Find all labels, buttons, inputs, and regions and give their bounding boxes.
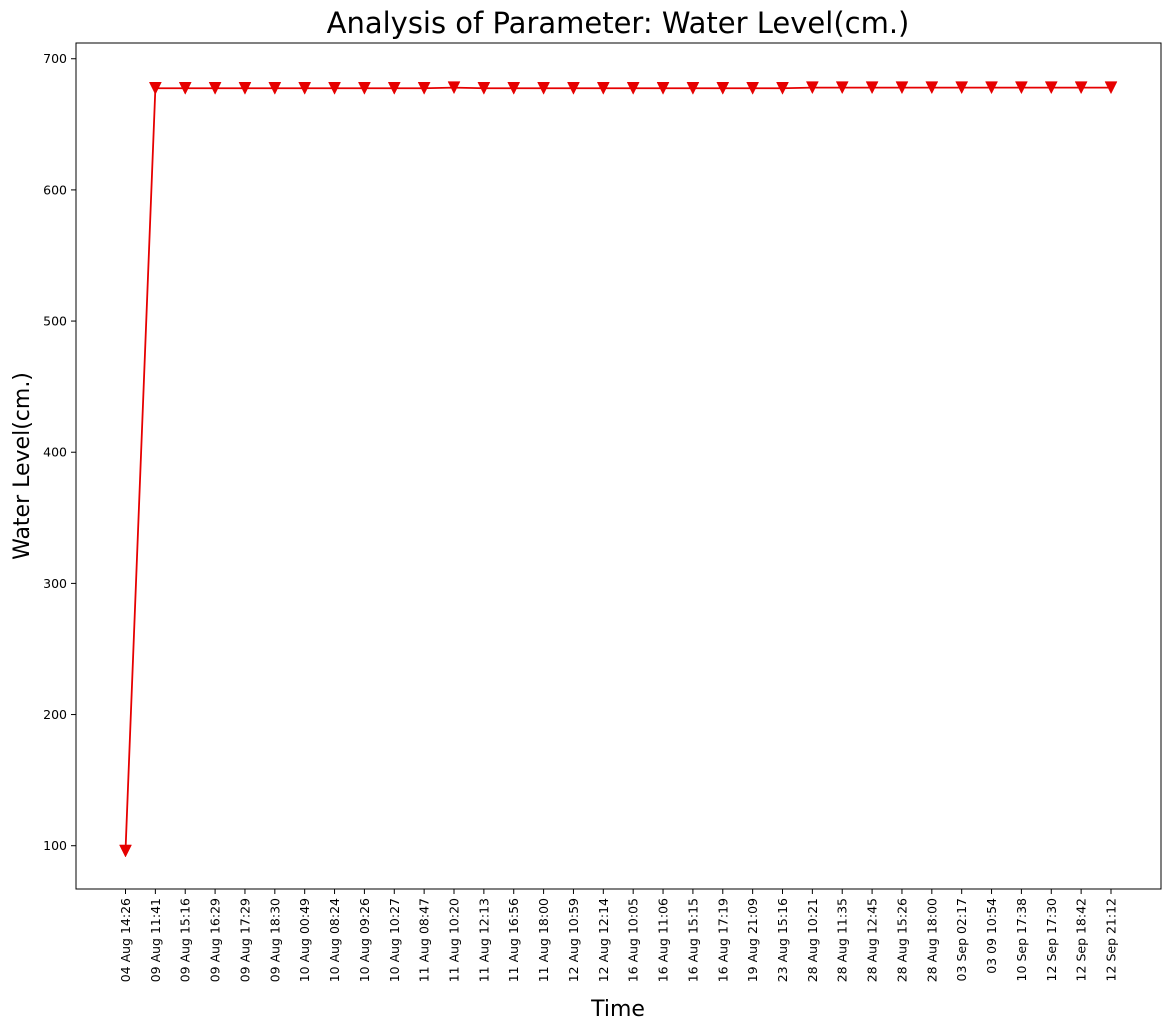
x-tick-label: 12 Sep 17:30	[1044, 898, 1059, 981]
x-tick-label: 16 Aug 11:06	[656, 898, 671, 982]
data-point-marker	[835, 81, 849, 95]
y-tick-label: 200	[43, 707, 67, 722]
x-tick-label: 10 Aug 08:24	[327, 898, 342, 982]
data-point-marker	[596, 82, 610, 95]
data-point-marker	[178, 82, 192, 95]
data-point-marker	[148, 82, 162, 95]
data-point-marker	[477, 82, 491, 95]
x-tick-label: 09 Aug 11:41	[148, 898, 163, 982]
y-tick-label: 500	[43, 314, 67, 329]
data-point-marker	[656, 82, 670, 95]
y-tick-label: 700	[43, 51, 67, 66]
y-axis-label: Water Level(cm.)	[10, 372, 35, 560]
x-tick-label: 11 Aug 16:56	[506, 898, 521, 982]
x-axis-label: Time	[590, 997, 645, 1022]
x-tick-label: 16 Aug 17:19	[715, 898, 730, 982]
data-point-marker	[507, 82, 521, 95]
x-tick-label: 23 Aug 15:16	[775, 898, 790, 982]
data-point-marker	[328, 82, 341, 95]
x-tick-label: 04 Aug 14:26	[118, 898, 133, 982]
data-point-marker	[358, 82, 371, 95]
x-tick-label: 03 09 10:54	[984, 898, 999, 974]
data-point-marker	[417, 82, 431, 95]
x-tick-label: 10 Sep 17:38	[1014, 898, 1029, 981]
x-tick-label: 11 Aug 18:00	[536, 898, 551, 982]
y-tick-label: 400	[43, 445, 67, 460]
data-point-marker	[387, 82, 401, 95]
data-point-marker	[1015, 81, 1028, 95]
x-axis: 04 Aug 14:26 09 Aug 11:41 09 Aug 15:16 09 A…	[118, 889, 1119, 982]
y-tick-label: 600	[43, 182, 67, 197]
data-point-marker	[447, 81, 461, 95]
data-point-marker	[776, 82, 789, 95]
data-point-marker	[268, 82, 282, 95]
data-point-marker	[955, 81, 969, 95]
x-tick-label: 16 Aug 10:05	[626, 898, 641, 982]
x-tick-label: 28 Aug 15:26	[894, 898, 909, 982]
data-point-marker	[298, 82, 312, 95]
data-point-marker	[537, 82, 550, 95]
chart-title: Analysis of Parameter: Water Level(cm.)	[327, 6, 910, 40]
x-tick-label: 10 Aug 09:26	[357, 898, 372, 982]
series-markers	[119, 81, 1118, 858]
x-tick-label: 28 Aug 12:45	[865, 898, 880, 982]
x-tick-label: 12 Aug 12:14	[596, 898, 611, 982]
data-point-marker	[1074, 81, 1088, 95]
x-tick-label: 09 Aug 16:29	[208, 898, 223, 982]
x-tick-label: 28 Aug 11:35	[835, 898, 850, 982]
x-tick-label: 28 Aug 10:21	[805, 898, 820, 982]
data-point-marker	[208, 82, 222, 95]
y-axis: 100 200 300 400 500 600 700	[43, 51, 76, 853]
data-point-marker	[925, 81, 939, 95]
series-line	[124, 86, 1111, 851]
data-point-marker	[746, 82, 760, 95]
x-tick-label: 11 Aug 08:47	[417, 898, 432, 982]
data-point-marker	[895, 81, 909, 95]
data-point-marker	[985, 81, 998, 95]
x-tick-label: 10 Aug 00:49	[297, 898, 312, 982]
data-point-marker	[567, 82, 580, 95]
plot-area	[75, 42, 1162, 890]
x-tick-label: 11 Aug 10:20	[447, 898, 462, 982]
data-point-marker	[686, 82, 700, 95]
data-point-marker	[1104, 81, 1118, 95]
data-point-marker	[626, 82, 640, 95]
data-point-marker	[716, 82, 730, 95]
x-tick-label: 12 Aug 10:59	[566, 898, 581, 982]
x-tick-label: 12 Sep 18:42	[1074, 898, 1089, 981]
data-point-marker	[1044, 81, 1058, 95]
x-tick-label: 16 Aug 15:15	[685, 898, 700, 982]
y-tick-label: 300	[43, 576, 67, 591]
data-point-marker	[238, 82, 252, 95]
x-tick-label: 11 Aug 12:13	[476, 898, 491, 982]
data-point-marker	[119, 844, 132, 858]
x-tick-label: 09 Aug 15:16	[178, 898, 193, 982]
x-tick-label: 10 Aug 10:27	[387, 898, 402, 982]
x-tick-label: 03 Sep 02:17	[954, 898, 969, 981]
data-point-marker	[865, 81, 879, 95]
x-tick-label: 09 Aug 18:30	[267, 898, 282, 982]
x-tick-label: 12 Sep 21:12	[1104, 898, 1119, 981]
data-point-marker	[805, 81, 819, 95]
x-tick-label: 19 Aug 21:09	[745, 898, 760, 982]
x-tick-label: 28 Aug 18:00	[924, 898, 939, 982]
x-tick-label: 09 Aug 17:29	[237, 898, 252, 982]
y-tick-label: 100	[43, 838, 67, 853]
